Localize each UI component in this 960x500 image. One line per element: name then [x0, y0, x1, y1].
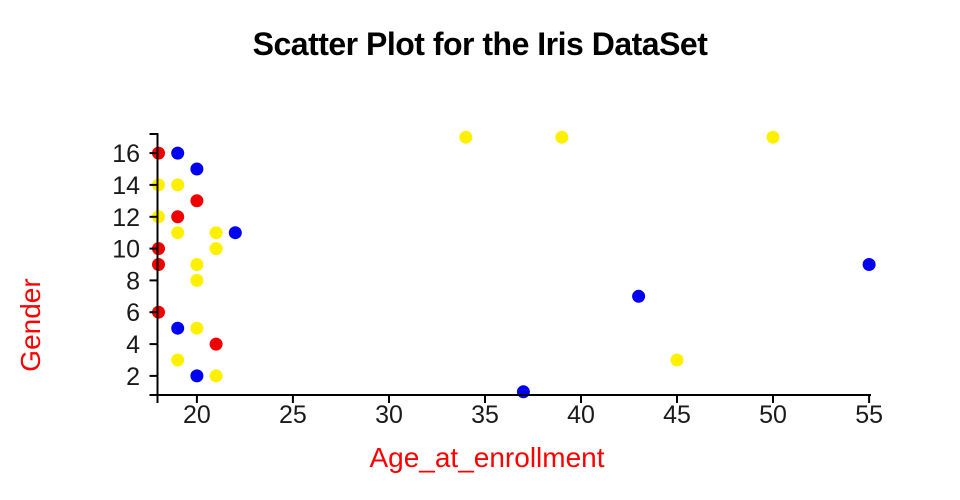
data-point-yellow: [171, 353, 185, 367]
y-tick-label: 12: [112, 204, 140, 232]
data-point-blue: [171, 146, 185, 160]
data-point-yellow: [209, 242, 223, 256]
axes-layer: [149, 133, 871, 403]
y-axis-label: Gender: [15, 278, 46, 371]
data-point-yellow: [171, 226, 185, 240]
data-point-blue: [632, 289, 646, 303]
data-point-yellow: [209, 369, 223, 383]
data-point-yellow: [459, 130, 473, 144]
y-tick-label: 10: [112, 236, 140, 264]
data-point-blue: [516, 385, 530, 399]
x-axis-label: Age_at_enrollment: [369, 442, 604, 473]
data-point-yellow: [171, 178, 185, 192]
data-point-yellow: [209, 226, 223, 240]
x-tick-label: 40: [567, 401, 595, 429]
data-point-yellow: [190, 258, 204, 271]
chart-title: Scatter Plot for the Iris DataSet: [253, 26, 709, 62]
x-tick-label: 55: [855, 401, 883, 429]
ticks-layer: 20 25 30 35 40 45 50 55 2 4 6 8 10 12 14 16: [112, 140, 883, 429]
data-point-yellow: [190, 273, 204, 287]
data-point-yellow: [766, 130, 780, 144]
data-point-yellow: [555, 130, 569, 144]
data-point-blue: [190, 369, 204, 383]
x-tick-label: 50: [759, 401, 787, 429]
data-point-blue: [190, 162, 204, 176]
data-point-red: [209, 337, 223, 351]
data-point-blue: [862, 258, 876, 271]
x-tick-label: 20: [183, 401, 211, 429]
x-tick-label: 30: [375, 401, 403, 429]
data-point-blue: [228, 226, 242, 240]
y-tick-label: 4: [126, 331, 140, 359]
points-layer: [152, 130, 876, 399]
y-tick-label: 2: [126, 363, 140, 391]
data-point-blue: [171, 321, 185, 335]
x-tick-label: 45: [663, 401, 691, 429]
data-point-red: [171, 210, 185, 224]
x-tick-label: 25: [279, 401, 307, 429]
data-point-yellow: [190, 321, 204, 335]
data-point-red: [190, 194, 204, 208]
y-tick-label: 16: [112, 140, 140, 168]
x-tick-label: 35: [471, 401, 499, 429]
y-tick-label: 8: [126, 267, 140, 295]
data-point-yellow: [670, 353, 684, 367]
y-tick-label: 6: [126, 299, 140, 327]
y-tick-label: 14: [112, 172, 140, 200]
